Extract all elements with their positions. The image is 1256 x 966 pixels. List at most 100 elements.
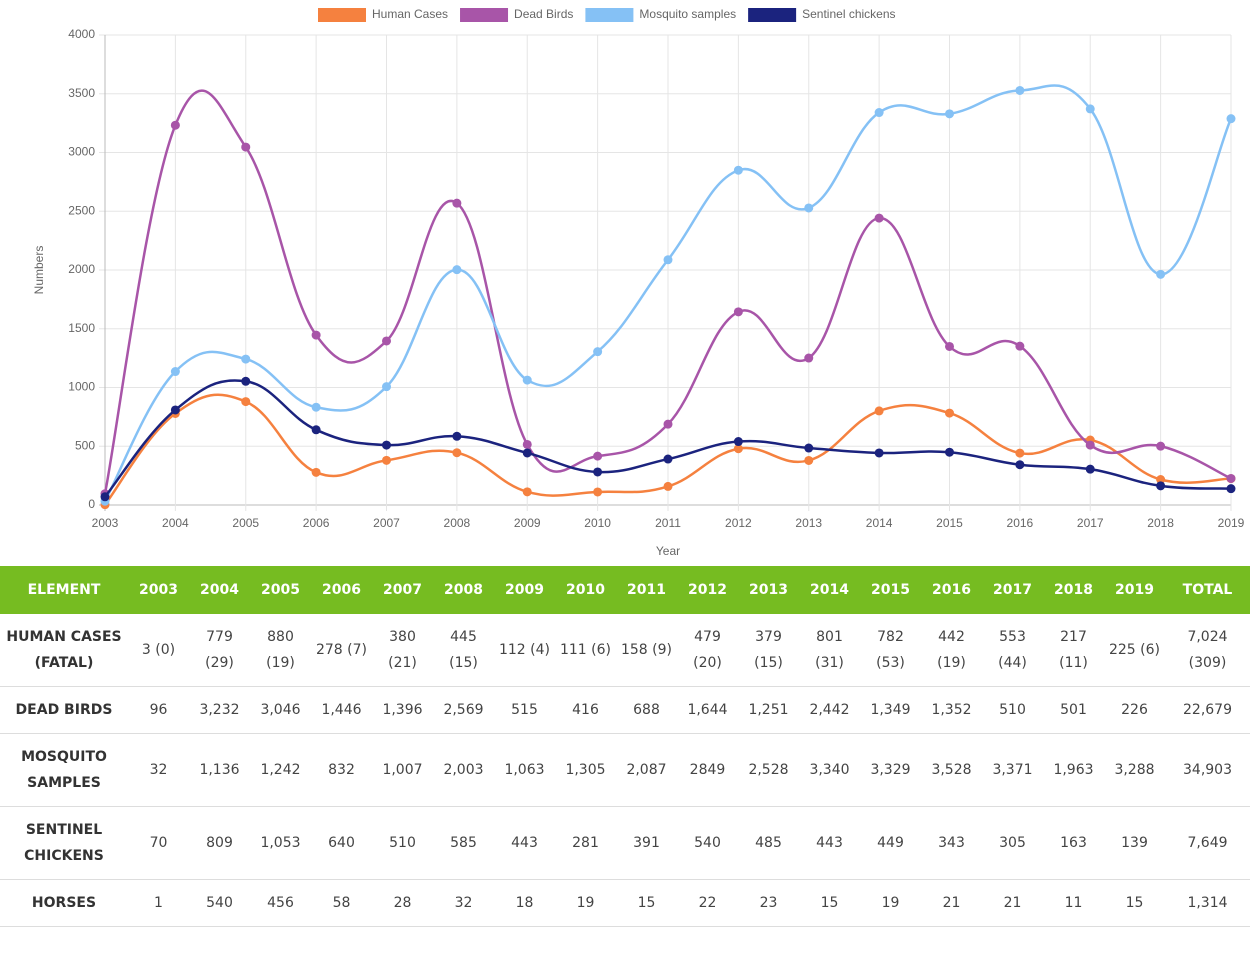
table-cell: 28 (372, 879, 433, 927)
header-cell: 2016 (921, 566, 982, 614)
table-cell: 801 (31) (799, 614, 860, 687)
table-cell: 217 (11) (1043, 614, 1104, 687)
table-row: HUMAN CASES (FATAL) 3 (0) 779 (29) 880 (19)… (0, 614, 1250, 687)
header-cell: 2013 (738, 566, 799, 614)
data-point (593, 487, 603, 497)
table-cell: 2,569 (433, 686, 494, 734)
header-cell: 2019 (1104, 566, 1165, 614)
table-cell: 21 (982, 879, 1043, 927)
data-point (1226, 484, 1236, 494)
data-point (663, 481, 673, 491)
table-cell: 540 (189, 879, 250, 927)
y-axis-label: Numbers (32, 246, 46, 295)
table-cell: 1,352 (921, 686, 982, 734)
legend-label: Sentinel chickens (802, 7, 895, 21)
header-cell: 2017 (982, 566, 1043, 614)
data-point (522, 375, 532, 385)
table-cell: 1,396 (372, 686, 433, 734)
legend-swatch (318, 8, 366, 22)
y-tick-label: 4000 (68, 27, 95, 41)
table-cell: 3,046 (250, 686, 311, 734)
data-point (663, 419, 673, 429)
x-tick-label: 2007 (373, 516, 400, 530)
data-point (593, 467, 603, 477)
data-point (945, 109, 954, 119)
legend-label: Human Cases (372, 7, 448, 21)
table-cell: 809 (189, 806, 250, 880)
data-point (804, 353, 814, 363)
x-tick-label: 2003 (92, 516, 119, 530)
legend-label: Dead Birds (514, 7, 573, 21)
data-point (1156, 441, 1166, 451)
header-cell: 2018 (1043, 566, 1104, 614)
table-cell: 449 (860, 806, 921, 880)
table-cell: 779 (29) (189, 614, 250, 687)
x-tick-label: 2006 (303, 516, 330, 530)
table-cell: 832 (311, 733, 372, 807)
data-point (311, 425, 321, 435)
table-cell: 442 (19) (921, 614, 982, 687)
data-point (241, 397, 251, 407)
data-point (311, 467, 321, 477)
table-cell: 281 (555, 806, 616, 880)
row-label: HORSES (0, 879, 128, 927)
x-tick-label: 2018 (1147, 516, 1174, 530)
data-point (1085, 104, 1095, 114)
x-tick-label: 2011 (655, 516, 681, 530)
table-cell: 18 (494, 879, 555, 927)
table-row: DEAD BIRDS 96 3,232 3,046 1,446 1,396 2,569 515… (0, 686, 1250, 734)
data-point (522, 448, 532, 458)
table-cell: 501 (1043, 686, 1104, 734)
series-line (104, 379, 1232, 498)
table-cell: 32 (433, 879, 494, 927)
table-cell: 15 (616, 879, 677, 927)
table-cell: 3,371 (982, 733, 1043, 807)
table-cell: 158 (9) (616, 614, 677, 687)
header-cell: TOTAL (1165, 566, 1250, 614)
data-point (593, 451, 603, 461)
table-cell: 3,329 (860, 733, 921, 807)
table-cell: 510 (372, 806, 433, 880)
y-tick-label: 2500 (68, 203, 95, 217)
table-cell: 485 (738, 806, 799, 880)
table-cell: 7,024 (309) (1165, 614, 1250, 687)
data-point (663, 454, 673, 464)
x-tick-label: 2004 (162, 516, 189, 530)
table-cell: 1,349 (860, 686, 921, 734)
y-tick-label: 3000 (68, 145, 95, 159)
table-cell: 688 (616, 686, 677, 734)
table-cell: 540 (677, 806, 738, 880)
x-tick-label: 2015 (936, 516, 963, 530)
data-point (733, 165, 743, 175)
table-cell: 1,305 (555, 733, 616, 807)
data-point (522, 439, 532, 449)
data-point (1156, 475, 1166, 485)
table-cell: 2849 (677, 733, 738, 807)
table-cell: 1,314 (1165, 879, 1250, 927)
legend-item: Mosquito samples (585, 7, 736, 22)
data-point (382, 336, 391, 346)
chart: Year Numbers 0 500 1000 1500 2000 2500 3000 350… (32, 7, 1244, 558)
table-cell: 1,251 (738, 686, 799, 734)
table-cell: 2,003 (433, 733, 494, 807)
row-label: DEAD BIRDS (0, 686, 128, 734)
data-point (241, 142, 251, 152)
table-cell: 58 (311, 879, 372, 927)
table-cell: 479 (20) (677, 614, 738, 687)
legend-item: Sentinel chickens (748, 7, 896, 22)
data-point (170, 120, 180, 130)
row-label: SENTINEL CHICKENS (0, 806, 128, 880)
table-cell: 226 (1104, 686, 1165, 734)
legend-swatch (748, 8, 797, 22)
table-cell: 15 (1104, 879, 1165, 927)
data-point (452, 198, 462, 208)
table-row: SENTINEL CHICKENS 70 809 1,053 640 510 585 443 2… (0, 806, 1250, 880)
data-point (663, 255, 673, 265)
table-cell: 1,242 (250, 733, 311, 807)
table-cell: 3,288 (1104, 733, 1165, 807)
table-cell: 1,053 (250, 806, 311, 880)
header-cell: 2009 (494, 566, 555, 614)
table-cell: 23 (738, 879, 799, 927)
data-point (874, 448, 884, 458)
table-cell: 1,007 (372, 733, 433, 807)
